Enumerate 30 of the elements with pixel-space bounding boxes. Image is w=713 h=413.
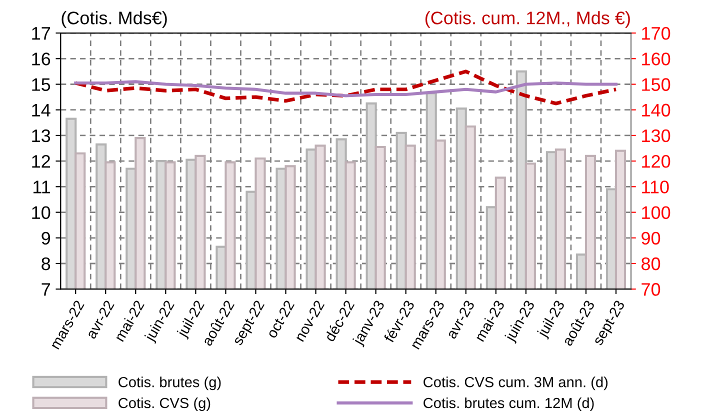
y2-tick-label: 130 [642, 129, 670, 142]
y2-tick-label: 120 [642, 155, 670, 168]
y-tick-label: 12 [32, 155, 50, 168]
y-tick-label: 17 [32, 27, 50, 40]
y-axis-title: (Cotis. Mds€) [62, 11, 167, 28]
y2-tick-label: 160 [642, 52, 670, 66]
legend-label: Cotis. CVS (g) [118, 397, 210, 412]
y2-axis-title: (Cotis. cum. 12M., Mds €) [425, 11, 630, 28]
y2-tick-label: 150 [642, 78, 670, 91]
y2-tick-label: 90 [642, 232, 660, 245]
y-tick-label: 9 [42, 232, 50, 245]
y-tick-label: 13 [32, 129, 50, 142]
y-tick-label: 15 [32, 78, 50, 91]
y-tick-label: 8 [42, 257, 50, 270]
line-series [74, 80, 618, 98]
y-tick-label: 10 [32, 206, 50, 219]
y2-tick-label: 140 [642, 104, 670, 117]
legend-label: Cotis. brutes (g) [118, 376, 221, 390]
legend-label: Cotis. brutes cum. 12M (d) [424, 397, 594, 412]
y2-tick-label: 70 [642, 283, 660, 296]
y2-tick-label: 110 [642, 180, 669, 194]
y2-tick-label: 100 [642, 206, 670, 219]
y-tick-label: 16 [32, 52, 50, 66]
line-series [74, 70, 618, 106]
y-tick-label: 14 [32, 104, 50, 116]
legend-label: Cotis. CVS cum. 3M ann. (d) [424, 376, 608, 390]
y2-tick-label: 80 [642, 257, 660, 270]
y-tick-label: 7 [42, 283, 50, 296]
y2-tick-label: 170 [642, 26, 670, 40]
y-tick-label: 11 [34, 180, 50, 194]
